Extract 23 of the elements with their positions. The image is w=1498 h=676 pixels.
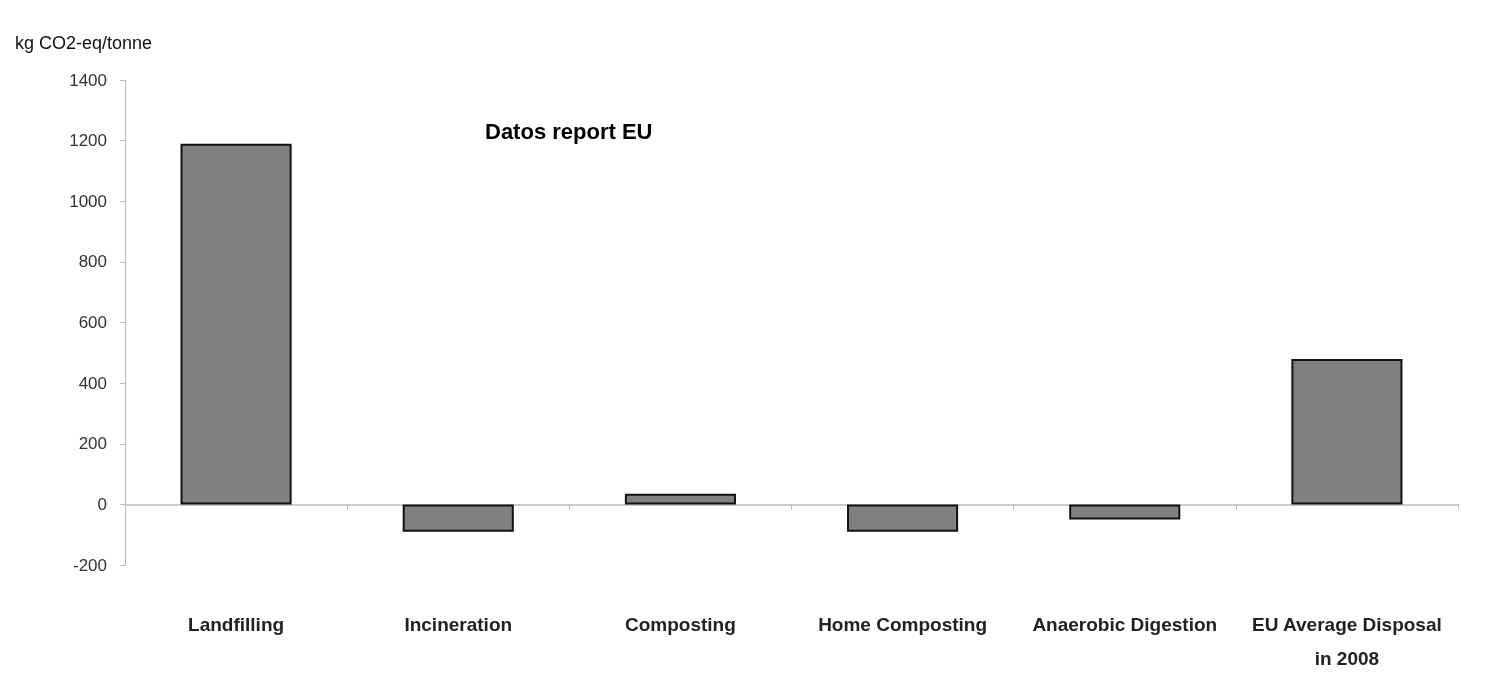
x-tick-label: Anaerobic Digestion <box>1032 613 1218 635</box>
bar <box>1069 504 1181 520</box>
y-tick-label: 200 <box>78 434 107 454</box>
y-tick-label: 0 <box>97 494 107 514</box>
y-tick-label: 600 <box>78 313 107 332</box>
y-tick-label: 1000 <box>69 191 107 211</box>
bar <box>180 143 292 505</box>
bar <box>847 504 959 532</box>
y-tick-label: -200 <box>72 555 107 575</box>
y-tick-label: 1400 <box>69 70 107 90</box>
x-tick-label: EU Average Disposal in 2008 <box>1252 613 1442 669</box>
x-tick-label: Home Composting <box>818 613 988 635</box>
bar <box>1291 358 1403 505</box>
x-tick-label: Incineration <box>404 613 513 635</box>
x-tick-label: Landfilling <box>188 613 285 635</box>
x-tick-label: Composting <box>625 613 736 635</box>
y-tick-label: 800 <box>78 252 107 272</box>
y-tick-label: 400 <box>78 373 107 393</box>
y-tick-label: 1200 <box>69 131 107 151</box>
bar <box>624 493 736 505</box>
y-axis-title: kg CO2-eq/tonne <box>15 33 153 53</box>
text: Datos report EU <box>485 118 653 144</box>
bar <box>402 504 514 532</box>
